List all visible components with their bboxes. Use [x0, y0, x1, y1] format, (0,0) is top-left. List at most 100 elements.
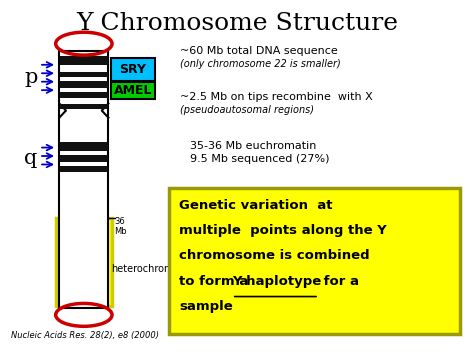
Point [84, 282, 91, 287]
Point [79, 230, 86, 236]
Point [67, 224, 75, 229]
Text: ~2.5 Mb on tips recombine  with X: ~2.5 Mb on tips recombine with X [181, 92, 373, 102]
Point [91, 294, 98, 299]
Point [81, 286, 88, 292]
Point [93, 276, 100, 282]
Bar [60, 92, 108, 98]
Point [59, 257, 67, 263]
Point [64, 243, 71, 249]
Point [95, 284, 103, 290]
Point [61, 287, 69, 293]
Point [95, 232, 102, 237]
Point [88, 232, 95, 237]
Point [63, 290, 71, 296]
Text: q: q [24, 149, 37, 168]
Point [102, 280, 109, 286]
Point [73, 220, 81, 226]
Point [77, 236, 84, 242]
Point [72, 284, 80, 290]
Point [87, 290, 94, 296]
Point [78, 262, 86, 268]
Point [94, 275, 102, 281]
Point [80, 262, 87, 268]
Point [90, 223, 97, 229]
Point [61, 259, 69, 264]
Point [72, 221, 79, 227]
Point [74, 252, 82, 257]
Point [76, 258, 84, 264]
Point [70, 270, 77, 275]
Point [69, 281, 77, 287]
Point [89, 274, 97, 280]
Bar [60, 142, 108, 151]
Point [97, 226, 104, 231]
Bar [60, 56, 108, 65]
Point [74, 223, 82, 229]
Point [84, 236, 91, 242]
Point [62, 257, 69, 263]
Point [88, 289, 95, 294]
Point [96, 263, 104, 269]
Point [71, 224, 79, 230]
Point [95, 260, 103, 266]
Point [99, 284, 106, 290]
Point [83, 256, 91, 262]
Point [92, 257, 100, 262]
Point [77, 248, 85, 254]
Bar [60, 166, 108, 172]
Point [72, 234, 80, 240]
Point [62, 292, 70, 297]
Text: Y Chromosome Structure: Y Chromosome Structure [76, 12, 398, 35]
Point [66, 282, 73, 287]
Point [88, 251, 95, 257]
Point [63, 239, 71, 244]
Point [65, 231, 73, 236]
Point [78, 279, 85, 285]
Point [67, 286, 75, 291]
Point [93, 220, 101, 226]
Point [93, 251, 101, 257]
Point [92, 236, 100, 242]
Text: multiple  points along the Y: multiple points along the Y [179, 224, 387, 237]
Point [78, 231, 86, 237]
Point [74, 235, 82, 240]
Point [64, 296, 72, 302]
Point [100, 281, 107, 286]
Point [67, 247, 74, 252]
Point [84, 293, 91, 298]
Bar [60, 220, 108, 304]
Text: (only chromosome 22 is smaller): (only chromosome 22 is smaller) [181, 59, 341, 69]
Point [72, 252, 79, 257]
Text: ~60 Mb total DNA sequence: ~60 Mb total DNA sequence [181, 46, 338, 56]
Point [89, 246, 97, 251]
Point [76, 232, 83, 238]
Point [93, 253, 100, 259]
Point [88, 250, 96, 255]
Point [82, 251, 90, 257]
Point [64, 299, 71, 305]
Point [100, 273, 108, 279]
Point [98, 260, 106, 266]
Point [77, 288, 85, 294]
Point [90, 266, 98, 272]
Point [102, 246, 109, 251]
Point [69, 254, 76, 260]
Bar [59, 51, 109, 308]
Point [83, 251, 91, 256]
Point [92, 223, 100, 229]
Point [68, 234, 75, 240]
Point [62, 290, 70, 295]
Point [66, 289, 74, 295]
Point [81, 256, 89, 262]
Bar [111, 82, 155, 99]
Point [100, 253, 108, 259]
Bar [56, 218, 112, 306]
Text: (pseudoautosomal regions): (pseudoautosomal regions) [181, 105, 314, 115]
Point [89, 286, 97, 292]
Bar [60, 81, 108, 88]
Point [87, 240, 95, 246]
Point [80, 261, 87, 267]
Point [103, 234, 110, 240]
Point [102, 259, 109, 265]
Point [84, 289, 91, 295]
